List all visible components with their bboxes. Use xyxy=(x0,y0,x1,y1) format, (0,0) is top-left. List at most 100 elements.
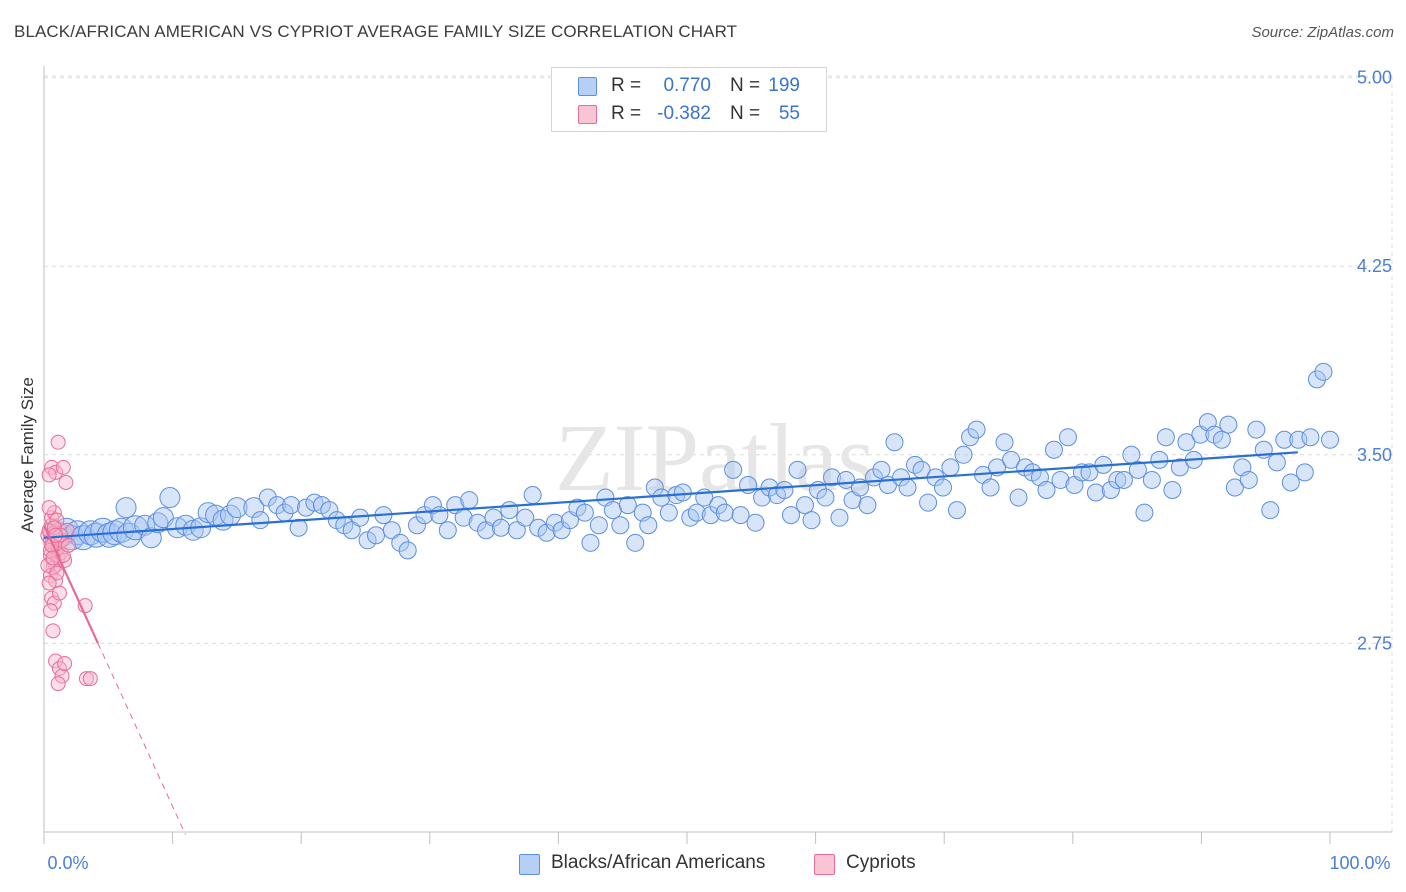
data-point-blacks xyxy=(885,433,904,452)
data-point-blacks xyxy=(961,428,980,447)
y-tick-labels: 2.75 3.50 4.25 5.00 xyxy=(1357,68,1392,654)
data-point-blacks xyxy=(1219,415,1238,434)
data-point-blacks xyxy=(802,511,821,530)
axis-layer xyxy=(43,66,1392,844)
y-tick-label: 2.75 xyxy=(1357,633,1392,653)
data-point-cypriots xyxy=(55,459,71,475)
data-point-cypriots xyxy=(45,623,61,639)
data-point-blacks xyxy=(673,483,692,502)
data-point-blacks xyxy=(182,519,204,541)
source-label: Source: ZipAtlas.com xyxy=(1251,24,1394,41)
data-point-blacks xyxy=(724,460,743,479)
data-point-blacks xyxy=(305,493,324,512)
data-point-blacks xyxy=(1058,428,1077,447)
legend-row-cypriots: R = -0.382 N = 55 xyxy=(552,102,826,128)
data-point-blacks xyxy=(1108,470,1127,489)
data-point-blacks xyxy=(408,516,427,535)
data-point-blacks xyxy=(872,460,891,479)
data-point-cypriots xyxy=(78,671,94,687)
data-point-cypriots xyxy=(60,537,76,553)
data-point-blacks xyxy=(858,496,877,515)
data-point-cypriots xyxy=(51,585,67,601)
data-point-blacks xyxy=(898,478,917,497)
data-point-blacks xyxy=(626,533,645,552)
data-point-blacks xyxy=(639,516,658,535)
data-point-blacks xyxy=(1261,501,1280,520)
data-point-blacks xyxy=(1295,463,1314,482)
data-point-cypriots xyxy=(50,676,66,692)
data-point-blacks xyxy=(1307,370,1326,389)
data-point-blacks xyxy=(1321,430,1339,449)
series-cypriots-points xyxy=(40,434,98,692)
data-point-blacks xyxy=(366,526,385,545)
data-point-blacks xyxy=(1002,450,1021,469)
trend-line-cypriots xyxy=(42,524,100,644)
data-point-blacks xyxy=(967,420,986,439)
trend-lines xyxy=(42,451,1298,835)
data-point-cypriots xyxy=(58,474,74,490)
data-point-blacks xyxy=(500,501,519,520)
data-point-blacks xyxy=(775,481,794,500)
data-point-blacks xyxy=(715,503,734,522)
data-point-blacks xyxy=(438,521,457,540)
data-point-blacks xyxy=(589,516,608,535)
data-point-blacks xyxy=(251,511,270,530)
data-point-blacks xyxy=(611,516,630,535)
data-point-blacks xyxy=(1156,428,1175,447)
x-tick-label-min: 0.0% xyxy=(47,853,88,873)
data-point-blacks xyxy=(382,521,401,540)
trend-line-blacks xyxy=(43,451,1298,539)
data-point-blacks xyxy=(342,521,361,540)
data-point-cypriots xyxy=(41,575,57,591)
data-point-blacks xyxy=(1051,470,1070,489)
data-point-blacks xyxy=(423,496,442,515)
data-point-blacks xyxy=(491,518,510,537)
data-point-blacks xyxy=(995,433,1014,452)
legend-swatch-blue xyxy=(578,77,597,96)
data-point-blacks xyxy=(268,496,287,515)
data-point-blacks xyxy=(243,497,265,519)
data-point-blacks xyxy=(1247,420,1266,439)
data-point-blacks xyxy=(1314,362,1333,381)
data-point-blacks xyxy=(919,493,938,512)
data-point-cypriots xyxy=(41,467,57,483)
data-point-cypriots xyxy=(48,653,64,669)
data-point-blacks xyxy=(258,488,277,507)
data-point-blacks xyxy=(1239,470,1258,489)
data-point-blacks xyxy=(391,533,410,552)
data-point-blacks xyxy=(1037,481,1056,500)
data-point-blacks xyxy=(731,506,750,525)
data-point-blacks xyxy=(892,468,911,487)
bottom-swatch-blue xyxy=(519,854,540,875)
data-point-blacks xyxy=(1101,481,1120,500)
data-point-blacks xyxy=(1275,430,1294,449)
data-point-blacks xyxy=(70,525,96,551)
data-point-blacks xyxy=(460,491,479,510)
data-point-blacks xyxy=(398,541,417,560)
legend-row-blacks: R = 0.770 N = 199 xyxy=(552,74,826,100)
data-point-blacks xyxy=(115,497,137,519)
data-point-blacks xyxy=(816,488,835,507)
data-point-cypriots xyxy=(46,520,62,536)
data-point-blacks xyxy=(933,478,952,497)
data-point-blacks xyxy=(546,513,565,532)
y-tick-label: 4.25 xyxy=(1357,256,1392,276)
data-point-blacks xyxy=(1177,433,1196,452)
data-point-blacks xyxy=(652,488,671,507)
data-point-blacks xyxy=(947,501,966,520)
data-point-blacks xyxy=(941,458,960,477)
bottom-legend-label: Blacks/African Americans xyxy=(551,852,766,873)
data-point-cypriots xyxy=(82,671,98,687)
data-point-blacks xyxy=(1142,470,1161,489)
data-point-blacks xyxy=(1212,430,1231,449)
data-point-blacks xyxy=(701,506,720,525)
correlation-legend: R = 0.770 N = 199 R = -0.382 N = 55 xyxy=(551,67,827,132)
data-point-blacks xyxy=(788,460,807,479)
data-point-blacks xyxy=(1170,458,1189,477)
data-point-blacks xyxy=(159,487,181,509)
y-tick-label: 3.50 xyxy=(1357,445,1392,465)
data-point-blacks xyxy=(1114,470,1133,489)
data-point-blacks xyxy=(516,508,535,527)
grid-layer xyxy=(44,75,1393,832)
